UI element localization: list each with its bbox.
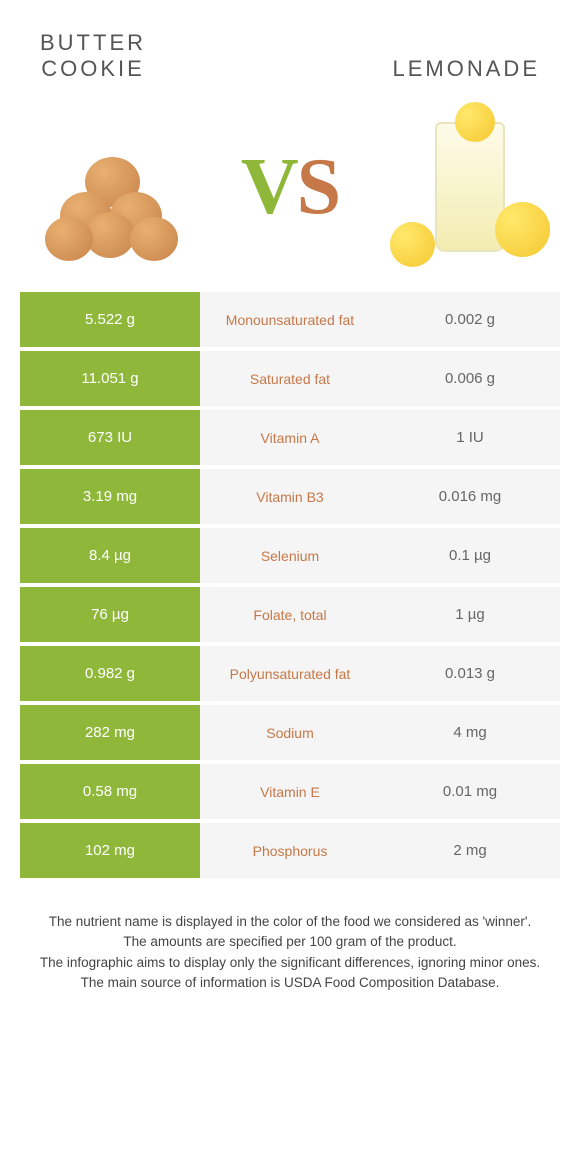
value-left: 11.051 g: [20, 351, 200, 406]
nutrient-name: Saturated fat: [200, 351, 380, 406]
nutrient-name: Sodium: [200, 705, 380, 760]
value-right: 2 mg: [380, 823, 560, 878]
table-row: 0.58 mgVitamin E0.01 mg: [20, 764, 560, 819]
nutrient-name: Vitamin A: [200, 410, 380, 465]
value-left: 5.522 g: [20, 292, 200, 347]
nutrient-name: Vitamin E: [200, 764, 380, 819]
comparison-table: 5.522 gMonounsaturated fat0.002 g11.051 …: [0, 292, 580, 878]
value-right: 0.01 mg: [380, 764, 560, 819]
value-left: 8.4 µg: [20, 528, 200, 583]
value-right: 0.006 g: [380, 351, 560, 406]
title-left-line2: COOKIE: [41, 56, 145, 81]
nutrient-name: Selenium: [200, 528, 380, 583]
nutrient-name: Folate, total: [200, 587, 380, 642]
value-left: 673 IU: [20, 410, 200, 465]
footer-line3: The infographic aims to display only the…: [30, 953, 550, 973]
footer-line2: The amounts are specified per 100 gram o…: [30, 932, 550, 952]
images-row: VS: [0, 102, 580, 292]
table-row: 8.4 µgSelenium0.1 µg: [20, 528, 560, 583]
table-row: 5.522 gMonounsaturated fat0.002 g: [20, 292, 560, 347]
value-left: 76 µg: [20, 587, 200, 642]
nutrient-name: Phosphorus: [200, 823, 380, 878]
nutrient-name: Vitamin B3: [200, 469, 380, 524]
table-row: 102 mgPhosphorus2 mg: [20, 823, 560, 878]
title-right: LEMONADE: [393, 56, 540, 82]
table-row: 0.982 gPolyunsaturated fat0.013 g: [20, 646, 560, 701]
footer-notes: The nutrient name is displayed in the co…: [0, 882, 580, 993]
title-left-line1: BUTTER: [40, 30, 146, 55]
value-right: 1 µg: [380, 587, 560, 642]
value-left: 0.982 g: [20, 646, 200, 701]
value-right: 0.016 mg: [380, 469, 560, 524]
table-row: 3.19 mgVitamin B30.016 mg: [20, 469, 560, 524]
lemonade-image: [380, 102, 550, 272]
header: BUTTER COOKIE LEMONADE: [0, 0, 580, 102]
value-right: 4 mg: [380, 705, 560, 760]
value-right: 0.002 g: [380, 292, 560, 347]
vs-v: V: [241, 143, 297, 231]
footer-line1: The nutrient name is displayed in the co…: [30, 912, 550, 932]
nutrient-name: Polyunsaturated fat: [200, 646, 380, 701]
nutrient-name: Monounsaturated fat: [200, 292, 380, 347]
table-row: 673 IUVitamin A1 IU: [20, 410, 560, 465]
value-right: 0.013 g: [380, 646, 560, 701]
value-right: 1 IU: [380, 410, 560, 465]
value-left: 0.58 mg: [20, 764, 200, 819]
footer-line4: The main source of information is USDA F…: [30, 973, 550, 993]
vs-s: S: [297, 143, 340, 231]
title-left: BUTTER COOKIE: [40, 30, 146, 82]
value-left: 3.19 mg: [20, 469, 200, 524]
vs-label: VS: [241, 142, 339, 233]
butter-cookie-image: [30, 102, 200, 272]
table-row: 282 mgSodium4 mg: [20, 705, 560, 760]
value-right: 0.1 µg: [380, 528, 560, 583]
table-row: 11.051 gSaturated fat0.006 g: [20, 351, 560, 406]
table-row: 76 µgFolate, total1 µg: [20, 587, 560, 642]
value-left: 282 mg: [20, 705, 200, 760]
value-left: 102 mg: [20, 823, 200, 878]
